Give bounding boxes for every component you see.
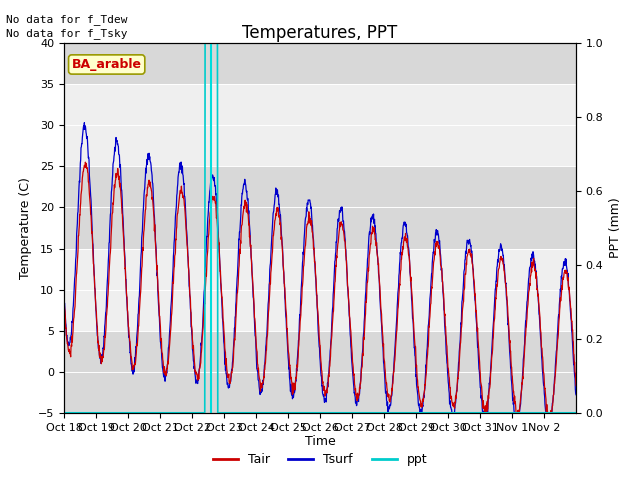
Legend: Tair, Tsurf, ppt: Tair, Tsurf, ppt: [207, 448, 433, 471]
Y-axis label: PPT (mm): PPT (mm): [609, 198, 622, 258]
Text: BA_arable: BA_arable: [72, 58, 141, 71]
Y-axis label: Temperature (C): Temperature (C): [19, 177, 33, 279]
Text: No data for f_Tdew
No data for f_Tsky: No data for f_Tdew No data for f_Tsky: [6, 14, 128, 39]
Title: Temperatures, PPT: Temperatures, PPT: [243, 24, 397, 42]
Bar: [64, 84, 576, 167]
X-axis label: Time: Time: [305, 435, 335, 448]
Bar: [64, 249, 576, 331]
